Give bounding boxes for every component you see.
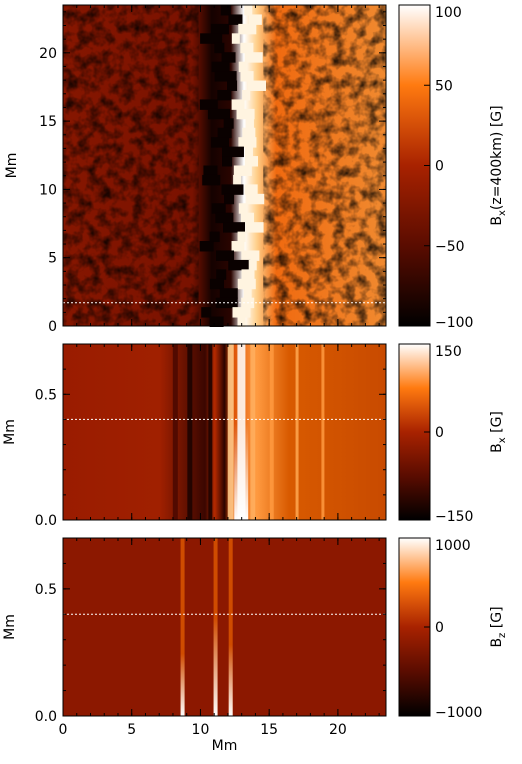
y-axis-label: Mm	[2, 419, 18, 445]
x-tick-label: 5	[127, 722, 136, 738]
flux-tube-core	[228, 644, 233, 716]
y-tick-label: 15	[39, 114, 57, 130]
colorbar-tick-label: 1000	[435, 538, 471, 554]
colorbar-tick-label: −100	[435, 315, 473, 331]
heatmap-middle	[63, 344, 386, 520]
colorbar-tick-label: 0	[435, 620, 444, 636]
y-tick-label: 0.5	[35, 582, 57, 598]
y-tick-label: 20	[39, 46, 57, 62]
colorbar-tick-label: 150	[435, 344, 462, 360]
colorbar-tick-label: 50	[435, 78, 453, 94]
column-streak	[208, 344, 213, 520]
colorbar-label: Bx(z=400km) [G]	[489, 105, 508, 225]
column-streak	[172, 344, 178, 520]
colorbar-tick-label: 0	[435, 425, 444, 441]
column-streak	[187, 344, 193, 520]
colorbar-label: Bx [G]	[489, 411, 508, 453]
column-streak	[250, 344, 256, 520]
x-tick-label: 10	[192, 722, 210, 738]
y-axis-label: Mm	[4, 153, 20, 179]
plot-frame	[62, 4, 387, 327]
y-tick-label: 0	[48, 319, 57, 335]
plot-frame	[62, 343, 387, 521]
column-streak	[227, 344, 234, 520]
plot-frame	[62, 537, 387, 717]
colorbar-tick-label: −1000	[435, 705, 482, 721]
colorbar-tick-label: −150	[435, 509, 473, 525]
flux-tube-core	[180, 653, 185, 716]
granulation-texture	[63, 5, 386, 326]
y-tick-label: 0.0	[35, 513, 57, 529]
panel-middle: 0.0 0.5 Mm 150 0 −150 Bx [G]	[2, 343, 508, 529]
colorbar-tick-label: 100	[435, 5, 462, 21]
flux-tube	[180, 538, 185, 716]
panel-bottom: 0 5 10 15 20 Mm 0.0 0.5 Mm 1000 0 −1000 Bz [G]	[2, 537, 508, 754]
y-tick-label: 10	[39, 182, 57, 198]
y-tick-label: 5	[48, 251, 57, 267]
colorbar-label: Bz [G]	[489, 606, 508, 647]
panel-top: 0 5 10 15 20 Mm 100 50 0 −50 −100 Bx(z=400km) [G]	[4, 4, 508, 335]
column-streak	[269, 344, 274, 520]
flux-tube-core	[213, 618, 218, 716]
y-tick-label: 0.0	[35, 709, 57, 725]
y-tick-label: 0.5	[35, 387, 57, 403]
x-tick-label: 20	[329, 722, 347, 738]
x-tick-label: 15	[260, 722, 278, 738]
y-axis-label: Mm	[2, 614, 18, 640]
heatmap-bottom	[63, 538, 386, 716]
column-streak	[321, 344, 325, 520]
column-streak	[295, 344, 299, 520]
x-axis-label: Mm	[212, 738, 238, 754]
colorbar-tick-label: 0	[435, 159, 444, 175]
bright-column	[234, 423, 249, 520]
colorbar-tick-label: −50	[435, 239, 465, 255]
flux-tube	[228, 538, 233, 716]
x-tick-label: 0	[59, 722, 68, 738]
